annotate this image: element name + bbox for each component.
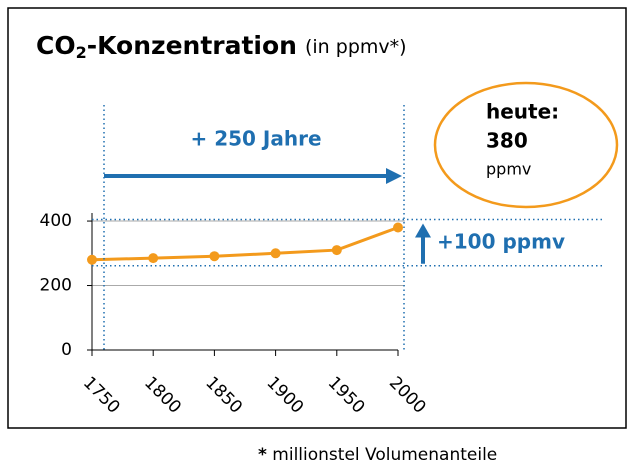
frame [7, 7, 627, 429]
y-tick-label: 0 [61, 340, 72, 360]
point [393, 222, 403, 233]
point [148, 253, 159, 264]
point [209, 251, 220, 262]
increase-arrow-head [415, 223, 431, 238]
title-rest: -Konzentration [87, 31, 297, 60]
y-tick-label: 400 [40, 211, 72, 231]
y-tick-label: 200 [40, 276, 72, 296]
point [270, 248, 281, 259]
footnote-star: * [258, 445, 267, 465]
span-label: + 250 Jahre [190, 127, 321, 151]
footnote: * millionstel Volumenanteile [258, 445, 497, 465]
title-unit: (in ppmv*) [305, 36, 407, 58]
today-label: heute: [486, 100, 559, 124]
today-unit: ppmv [486, 160, 531, 179]
today-bubble [433, 81, 619, 209]
point [331, 245, 342, 256]
title-main: CO [36, 31, 76, 60]
title-subscript: 2 [76, 43, 87, 62]
chart-title: CO2-Konzentration (in ppmv*) [36, 31, 407, 62]
span-arrow-head [386, 168, 402, 184]
footnote-text: millionstel Volumenanteile [272, 445, 497, 465]
line [91, 226, 399, 262]
increase-label: +100 ppmv [437, 230, 565, 254]
point [87, 254, 97, 265]
today-value: 380 [486, 129, 528, 153]
